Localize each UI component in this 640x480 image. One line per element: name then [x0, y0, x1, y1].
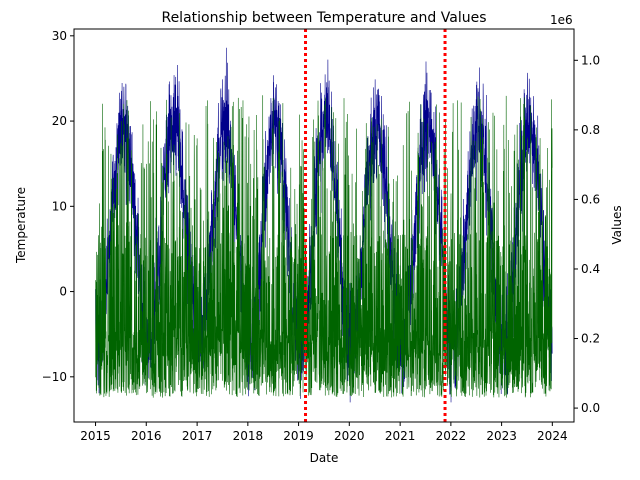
y-axis-right: 0.0 0.2 0.4 0.6 0.8 1.0	[574, 53, 600, 415]
x-tick-label: 2022	[436, 429, 467, 443]
y-left-tick-label: 20	[52, 114, 67, 128]
temperature-series-line	[95, 47, 553, 403]
plot-area	[73, 28, 575, 423]
y-right-tick-label: 0.4	[581, 262, 600, 276]
y-axis-right-offset: 1e6	[550, 13, 573, 27]
y-axis-right-title: Values	[610, 205, 624, 244]
y-left-tick-label: 10	[52, 199, 67, 213]
y-axis-left: −10 0 10 20 30	[42, 29, 74, 384]
x-tick-label: 2015	[80, 429, 111, 443]
series-layer	[95, 47, 553, 403]
x-tick-label: 2021	[385, 429, 416, 443]
x-axis: 2015 2016 2017 2018 2019 2020 2021 2022 2023 2024	[80, 422, 568, 443]
x-tick-label: 2017	[182, 429, 213, 443]
y-left-tick-label: 30	[52, 29, 67, 43]
x-tick-label: 2018	[233, 429, 264, 443]
y-right-tick-label: 1.0	[581, 53, 600, 67]
y-left-tick-label: −10	[42, 370, 67, 384]
x-tick-label: 2024	[537, 429, 568, 443]
y-left-tick-label: 0	[59, 285, 67, 299]
y-right-tick-label: 0.0	[581, 401, 600, 415]
x-axis-title: Date	[310, 451, 339, 465]
chart-title: Relationship between Temperature and Val…	[161, 10, 486, 26]
x-tick-label: 2019	[283, 429, 314, 443]
y-axis-left-title: Temperature	[14, 187, 28, 264]
x-tick-label: 2023	[486, 429, 517, 443]
x-tick-label: 2016	[131, 429, 162, 443]
y-right-tick-label: 0.8	[581, 123, 600, 137]
y-right-tick-label: 0.6	[581, 192, 600, 206]
values-series-line	[95, 95, 553, 398]
plot-frame	[73, 28, 575, 423]
x-tick-label: 2020	[334, 429, 365, 443]
y-right-tick-label: 0.2	[581, 332, 600, 346]
